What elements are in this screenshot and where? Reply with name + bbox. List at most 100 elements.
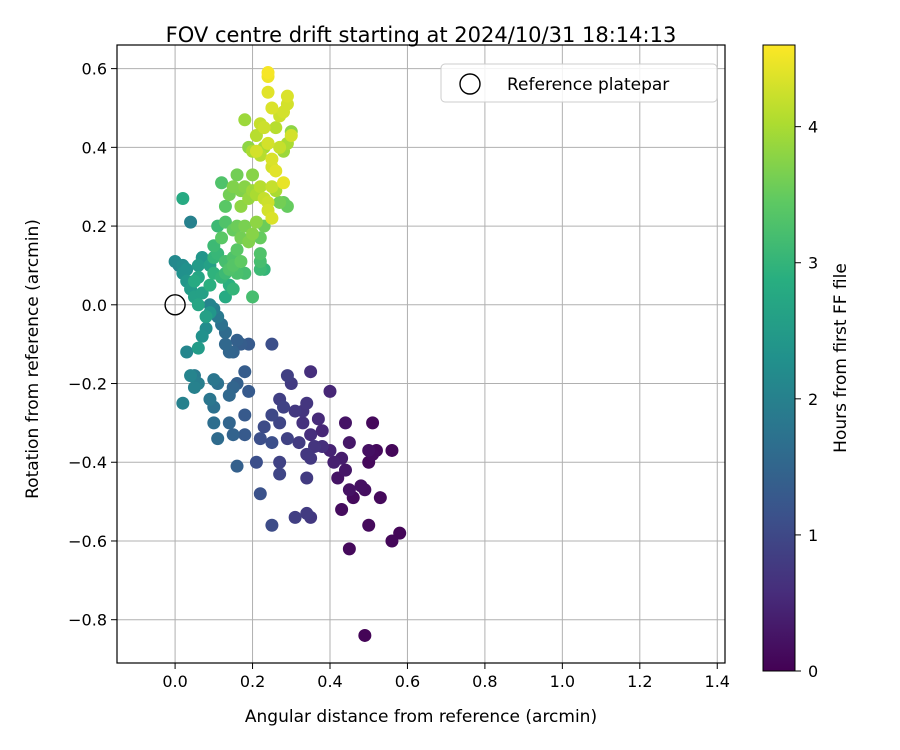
chart-title: FOV centre drift starting at 2024/10/31 … <box>166 23 677 47</box>
data-point <box>180 345 194 359</box>
data-point <box>280 89 294 103</box>
data-point <box>176 192 190 206</box>
data-point <box>277 176 291 190</box>
y-tick-label: −0.2 <box>68 375 107 394</box>
scatter-points <box>168 66 407 642</box>
data-point <box>211 432 225 446</box>
y-tick-label: −0.8 <box>68 611 107 630</box>
data-point <box>265 101 279 115</box>
data-point <box>253 180 267 194</box>
data-point <box>338 416 352 430</box>
data-point <box>195 329 209 343</box>
data-point <box>207 416 221 430</box>
data-point <box>265 337 279 351</box>
data-point <box>300 396 314 410</box>
data-point <box>273 195 287 209</box>
data-point <box>284 129 298 143</box>
data-point <box>230 243 244 257</box>
data-point <box>335 502 349 516</box>
data-point <box>261 85 275 99</box>
data-point <box>265 152 279 166</box>
data-point <box>269 121 283 135</box>
colorbar-tick-label: 0 <box>808 662 818 681</box>
x-tick-label: 0.0 <box>162 672 187 691</box>
data-point <box>215 176 229 190</box>
colorbar: 0 1 2 3 4 Hours from first FF file <box>762 44 851 681</box>
data-point <box>218 199 232 213</box>
grid <box>117 45 725 663</box>
data-point <box>358 628 372 642</box>
data-point <box>273 140 287 154</box>
colorbar-tick-label: 2 <box>808 390 818 409</box>
x-tick-label: 0.2 <box>240 672 265 691</box>
legend-marker-reference <box>459 73 481 95</box>
data-point <box>362 443 376 457</box>
x-tick-label: 0.4 <box>317 672 342 691</box>
data-point <box>354 479 368 493</box>
data-point <box>323 384 337 398</box>
y-tick-label: 0.2 <box>82 217 107 236</box>
data-point <box>184 369 198 383</box>
data-point <box>191 258 205 272</box>
y-tick-label: 0.6 <box>82 60 107 79</box>
data-point <box>292 436 306 450</box>
data-point <box>199 310 213 324</box>
data-point <box>230 168 244 182</box>
x-tick-label: 0.6 <box>395 672 420 691</box>
data-point <box>218 337 232 351</box>
data-point <box>280 369 294 383</box>
data-point <box>288 404 302 418</box>
data-point <box>304 365 318 379</box>
data-point <box>385 534 399 548</box>
data-point <box>265 408 279 422</box>
y-axis-ticks: 0.6 0.4 0.2 0.0 −0.2 −0.4 −0.6 −0.8 <box>68 60 117 630</box>
data-point <box>230 333 244 347</box>
data-point <box>304 428 318 442</box>
data-point <box>327 455 341 469</box>
data-point <box>342 542 356 556</box>
data-point <box>253 247 267 261</box>
data-point <box>304 451 318 465</box>
y-tick-label: −0.6 <box>68 532 107 551</box>
data-point <box>273 455 287 469</box>
data-point <box>226 282 240 296</box>
data-point <box>265 180 279 194</box>
legend: Reference platepar <box>440 63 718 103</box>
x-tick-label: 0.8 <box>472 672 497 691</box>
data-point <box>234 254 248 268</box>
y-tick-label: −0.4 <box>68 453 107 472</box>
data-point <box>249 144 263 158</box>
x-axis-label: Angular distance from reference (arcmin) <box>245 707 597 727</box>
plot-area <box>116 44 726 664</box>
data-point <box>238 365 252 379</box>
data-point <box>265 518 279 532</box>
data-point <box>246 168 260 182</box>
data-point <box>238 428 252 442</box>
data-point <box>238 408 252 422</box>
data-point <box>249 215 263 229</box>
data-point <box>203 278 217 292</box>
data-point <box>269 164 283 178</box>
data-point <box>300 471 314 485</box>
data-point <box>338 463 352 477</box>
data-point <box>373 491 387 505</box>
data-point <box>187 380 201 394</box>
colorbar-tick-label: 4 <box>808 118 818 137</box>
y-tick-label: 0.4 <box>82 138 107 157</box>
reference-platepar-marker <box>164 294 186 316</box>
data-point <box>300 506 314 520</box>
y-axis-label: Rotation from reference (arcmin) <box>23 219 43 499</box>
data-point <box>257 420 271 434</box>
data-point <box>311 412 325 426</box>
legend-entry-reference: Reference platepar <box>507 75 669 95</box>
x-tick-label: 1.4 <box>705 672 730 691</box>
data-point <box>342 436 356 450</box>
data-point <box>226 428 240 442</box>
reference-marker <box>164 294 186 316</box>
data-point <box>385 443 399 457</box>
data-point <box>246 290 260 304</box>
data-point <box>180 262 194 276</box>
y-tick-label: 0.0 <box>82 296 107 315</box>
data-point <box>280 432 294 446</box>
